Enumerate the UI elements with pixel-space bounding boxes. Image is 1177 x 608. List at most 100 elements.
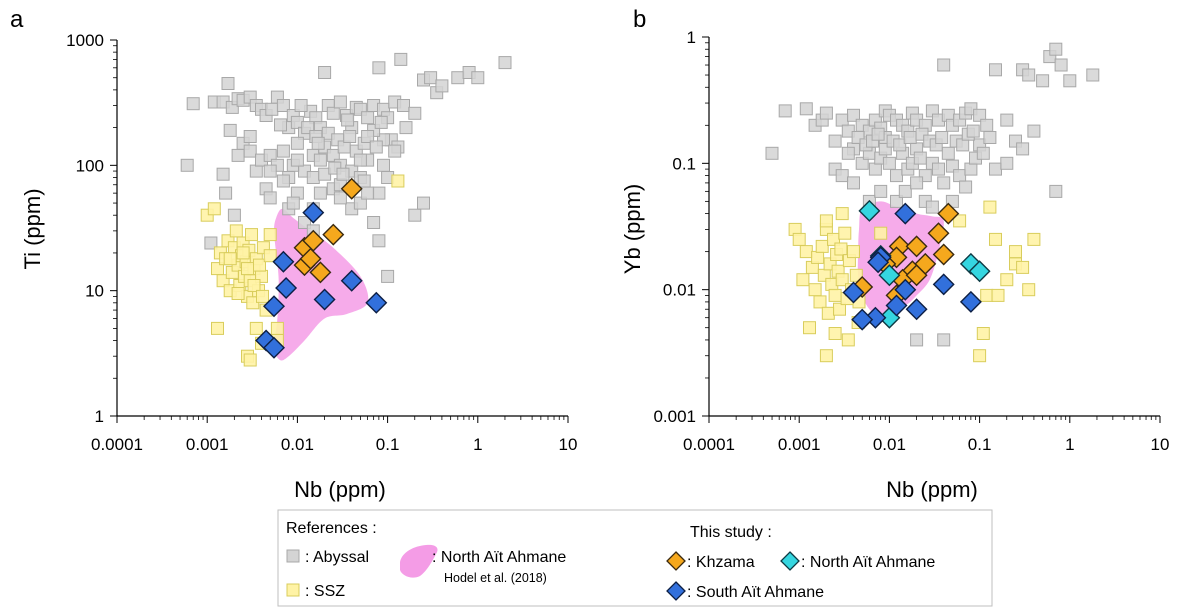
point-abyssal: [274, 118, 287, 132]
point-abyssal: [966, 124, 980, 138]
point-abyssal: [855, 156, 869, 170]
point-ssz: [819, 349, 833, 363]
point-south-a-t-ahmane: [864, 306, 887, 329]
point-abyssal: [937, 176, 951, 190]
point-ssz: [808, 283, 822, 297]
point-abyssal: [498, 56, 512, 70]
point-abyssal: [326, 148, 340, 162]
point-ssz: [980, 288, 994, 302]
point-abyssal: [964, 162, 978, 176]
point-ssz: [813, 295, 827, 309]
point-abyssal: [424, 71, 438, 85]
point-south-a-t-ahmane: [894, 278, 917, 301]
point-ssz: [1009, 245, 1022, 259]
point-ssz: [223, 252, 237, 266]
point-abyssal: [799, 102, 813, 116]
point-abyssal: [980, 118, 994, 132]
point-abyssal: [361, 186, 375, 200]
legend: References : This study : : Abyssal : SS…: [277, 509, 993, 607]
point-khzama: [937, 202, 960, 225]
x-tick-label: 0.01: [873, 435, 906, 454]
point-abyssal: [898, 184, 912, 198]
point-ssz: [815, 239, 829, 253]
legend-north-marker: [780, 551, 800, 571]
point-abyssal: [249, 164, 263, 178]
point-abyssal: [399, 121, 413, 135]
legend-south-marker: [666, 581, 686, 601]
point-north-a-t-ahmane: [968, 260, 991, 283]
point-abyssal: [243, 130, 257, 143]
point-khzama: [927, 222, 950, 245]
point-ssz: [973, 349, 987, 363]
point-abyssal: [243, 144, 257, 158]
point-south-a-t-ahmane: [263, 336, 285, 359]
point-abyssal: [313, 153, 327, 167]
point-abyssal: [333, 191, 347, 205]
point-abyssal: [828, 134, 842, 148]
point-abyssal: [326, 106, 340, 120]
legend-ssz-label: : SSZ: [305, 583, 345, 600]
point-ssz: [983, 200, 997, 214]
y-tick-label: 0.01: [663, 281, 696, 300]
point-khzama: [322, 223, 345, 246]
panel-a: a 0.0001 0.001 0.01 0.1 1 10 1 10 100 1000 Nb (pp…: [10, 6, 577, 502]
point-ssz: [229, 224, 243, 238]
point-ssz: [834, 242, 848, 256]
y-axis-title-b: Yb (ppm): [620, 184, 645, 274]
point-ssz: [796, 273, 810, 287]
legend-region-label: : North Aït Ahmane: [432, 549, 566, 566]
point-south-a-t-ahmane: [302, 201, 325, 224]
point-abyssal: [953, 169, 967, 183]
point-ssz: [792, 232, 806, 246]
point-abyssal: [890, 169, 903, 183]
point-abyssal: [471, 71, 485, 85]
point-south-a-t-ahmane: [340, 269, 363, 292]
legend-abyssal-label: : Abyssal: [305, 549, 369, 566]
point-abyssal: [778, 104, 792, 118]
point-abyssal: [180, 158, 194, 172]
panel-letter-b: b: [633, 6, 646, 33]
point-south-a-t-ahmane: [365, 291, 388, 314]
point-abyssal: [265, 102, 279, 116]
point-abyssal: [941, 146, 955, 160]
x-tick-label: 0.001: [778, 435, 821, 454]
point-abyssal: [377, 158, 390, 172]
x-tick-label: 10: [559, 435, 578, 454]
point-ssz: [391, 174, 405, 188]
point-abyssal: [397, 99, 410, 112]
point-south-a-t-ahmane: [932, 273, 955, 296]
y-tick-label: 1000: [66, 31, 104, 50]
point-khzama: [932, 243, 955, 266]
point-abyssal: [374, 115, 388, 129]
point-abyssal: [227, 208, 241, 222]
point-abyssal: [372, 61, 386, 75]
point-abyssal: [932, 162, 945, 176]
point-abyssal: [1027, 124, 1041, 138]
point-ssz: [874, 226, 888, 240]
point-south-a-t-ahmane: [894, 202, 917, 225]
point-ssz: [263, 249, 277, 263]
point-ssz: [835, 207, 849, 221]
point-ssz: [838, 226, 852, 240]
point-abyssal: [388, 144, 402, 158]
point-abyssal: [882, 156, 896, 170]
point-abyssal: [1086, 68, 1100, 82]
point-abyssal: [989, 63, 1002, 77]
point-abyssal: [290, 136, 304, 150]
point-abyssal: [231, 148, 245, 162]
point-south-a-t-ahmane: [842, 281, 865, 304]
point-abyssal: [186, 97, 200, 111]
x-tick-label: 0.1: [376, 435, 400, 454]
point-abyssal: [893, 138, 907, 152]
point-ssz: [211, 321, 224, 335]
point-abyssal: [263, 148, 277, 162]
point-south-a-t-ahmane: [885, 294, 908, 317]
point-abyssal: [394, 52, 408, 66]
point-ssz: [1027, 232, 1041, 246]
point-ssz: [989, 232, 1002, 246]
legend-box: [277, 509, 993, 607]
point-ssz: [236, 246, 250, 260]
point-abyssal: [1063, 74, 1077, 88]
point-abyssal: [223, 123, 237, 137]
